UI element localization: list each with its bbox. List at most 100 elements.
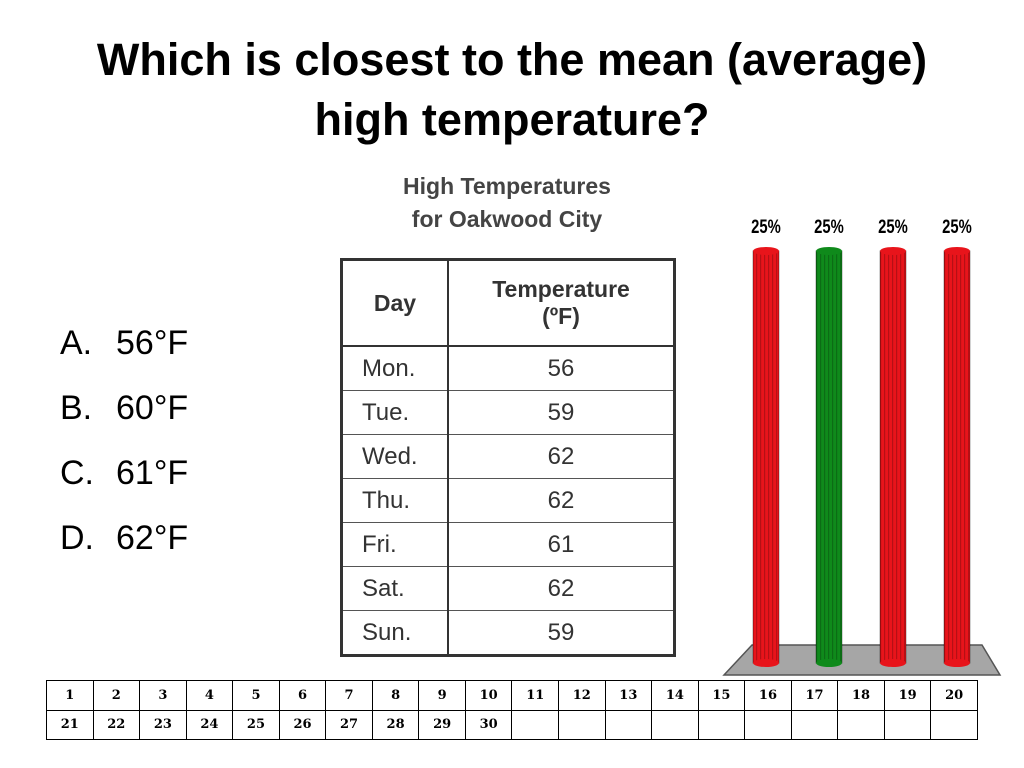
grid-cell: 20 — [930, 680, 978, 711]
grid-cell — [697, 709, 746, 740]
grid-cell: 28 — [371, 709, 420, 740]
option-a[interactable]: A. 56°F — [60, 318, 188, 383]
grid-cell: 9 — [418, 680, 466, 711]
chart-bar — [943, 247, 971, 667]
grid-cell — [511, 709, 560, 740]
poll-results-chart: 25%25%25%25% 56°F60°F61°F62°F — [722, 216, 1002, 676]
grid-row: 1 2 3 4 5 6 7 8 9 10 11 12 13 14 15 16 17 18 19 20 — [46, 680, 978, 711]
day-cell: Wed. — [341, 434, 449, 479]
grid-cell — [790, 709, 839, 740]
chart-bar — [815, 247, 843, 667]
grid-cell — [558, 709, 606, 740]
chart-value-label: 25% — [751, 216, 781, 237]
temp-cell: 59 — [447, 610, 675, 656]
day-cell: Sat. — [341, 566, 449, 611]
grid-cell: 17 — [790, 680, 839, 711]
table-row: Mon. 56 — [341, 345, 675, 391]
grid-cell — [837, 709, 885, 740]
grid-cell — [651, 709, 699, 740]
table-row: Wed. 62 — [341, 434, 675, 479]
grid-cell: 6 — [278, 680, 327, 711]
grid-cell: 7 — [325, 680, 373, 711]
temp-cell: 61 — [447, 522, 675, 567]
question-line-2: high temperature? — [314, 94, 710, 145]
option-text: 61°F — [116, 454, 189, 492]
option-letter: B. — [60, 389, 93, 427]
grid-cell: 22 — [92, 709, 141, 740]
grid-cell: 27 — [325, 709, 373, 740]
grid-cell — [930, 709, 978, 740]
chart-bars — [752, 247, 971, 667]
table-title: High Temperatures for Oakwood City — [340, 170, 674, 236]
grid-cell: 23 — [139, 709, 187, 740]
day-cell: Sun. — [341, 610, 449, 656]
header-day: Day — [340, 258, 449, 347]
chart-value-label: 25% — [814, 216, 844, 237]
option-b[interactable]: B. 60°F — [60, 383, 188, 448]
grid-cell: 29 — [418, 709, 466, 740]
grid-cell: 21 — [46, 709, 94, 740]
option-text: 62°F — [116, 519, 189, 557]
grid-cell: 3 — [139, 680, 187, 711]
grid-cell: 19 — [883, 680, 932, 711]
grid-cell: 2 — [92, 680, 141, 711]
header-temperature-line-2: (ºF) — [542, 303, 580, 329]
grid-cell: 10 — [464, 680, 513, 711]
grid-cell: 1 — [46, 680, 94, 711]
grid-cell: 15 — [697, 680, 746, 711]
grid-cell: 16 — [744, 680, 792, 711]
table-row: Sun. 59 — [341, 610, 675, 656]
grid-cell: 14 — [651, 680, 699, 711]
table-row: Thu. 62 — [341, 478, 675, 523]
grid-cell — [883, 709, 932, 740]
table-row: Tue. 59 — [341, 390, 675, 435]
grid-cell: 18 — [837, 680, 885, 711]
grid-cell — [744, 709, 792, 740]
grid-cell: 30 — [464, 709, 513, 740]
day-cell: Mon. — [341, 345, 449, 391]
table-row: Sat. 62 — [341, 566, 675, 611]
grid-cell — [604, 709, 653, 740]
grid-cell: 24 — [185, 709, 234, 740]
grid-row: 21 22 23 24 25 26 27 28 29 30 — [46, 709, 978, 740]
option-d[interactable]: D. 62°F — [60, 513, 188, 578]
day-cell: Thu. — [341, 478, 449, 523]
temp-cell: 59 — [447, 390, 675, 435]
grid-cell: 11 — [511, 680, 560, 711]
chart-value-labels: 25% 25% 25% 25% — [751, 216, 972, 237]
option-letter: A. — [60, 324, 93, 362]
table-header-row: Day Temperature (ºF) — [340, 258, 676, 347]
chart-bar — [752, 247, 780, 667]
temp-cell: 62 — [447, 478, 675, 523]
question-line-1: Which is closest to the mean (average) — [96, 34, 928, 85]
temperature-table: Day Temperature (ºF) Mon. 56 Tue. 59 Wed. 6… — [340, 258, 676, 657]
question-title: Which is closest to the mean (average) h… — [0, 30, 1024, 150]
temp-cell: 62 — [447, 566, 675, 611]
grid-cell: 5 — [232, 680, 280, 711]
table-row: Fri. 61 — [341, 522, 675, 567]
day-cell: Tue. — [341, 390, 449, 435]
header-temperature-line-1: Temperature — [492, 276, 630, 302]
answer-options: A. 56°F B. 60°F C. 61°F D. 62°F — [60, 318, 188, 578]
grid-cell: 13 — [604, 680, 653, 711]
grid-cell: 4 — [185, 680, 234, 711]
grid-cell: 25 — [232, 709, 280, 740]
option-letter: C. — [60, 454, 94, 492]
option-c[interactable]: C. 61°F — [60, 448, 188, 513]
grid-cell: 26 — [278, 709, 327, 740]
header-temperature: Temperature (ºF) — [447, 258, 676, 347]
option-text: 56°F — [116, 324, 189, 362]
chart-value-label: 25% — [878, 216, 908, 237]
temp-cell: 56 — [447, 345, 675, 391]
chart-value-label: 25% — [942, 216, 972, 237]
response-grid: 1 2 3 4 5 6 7 8 9 10 11 12 13 14 15 16 17 18 19 20 21 22 23 24… — [46, 680, 978, 740]
option-text: 60°F — [116, 389, 189, 427]
temp-cell: 62 — [447, 434, 675, 479]
day-cell: Fri. — [341, 522, 449, 567]
chart-bar — [879, 247, 907, 667]
table-title-line-2: for Oakwood City — [411, 206, 603, 232]
grid-cell: 8 — [371, 680, 420, 711]
table-title-line-1: High Temperatures — [403, 173, 611, 199]
grid-cell: 12 — [558, 680, 606, 711]
option-letter: D. — [60, 519, 94, 557]
